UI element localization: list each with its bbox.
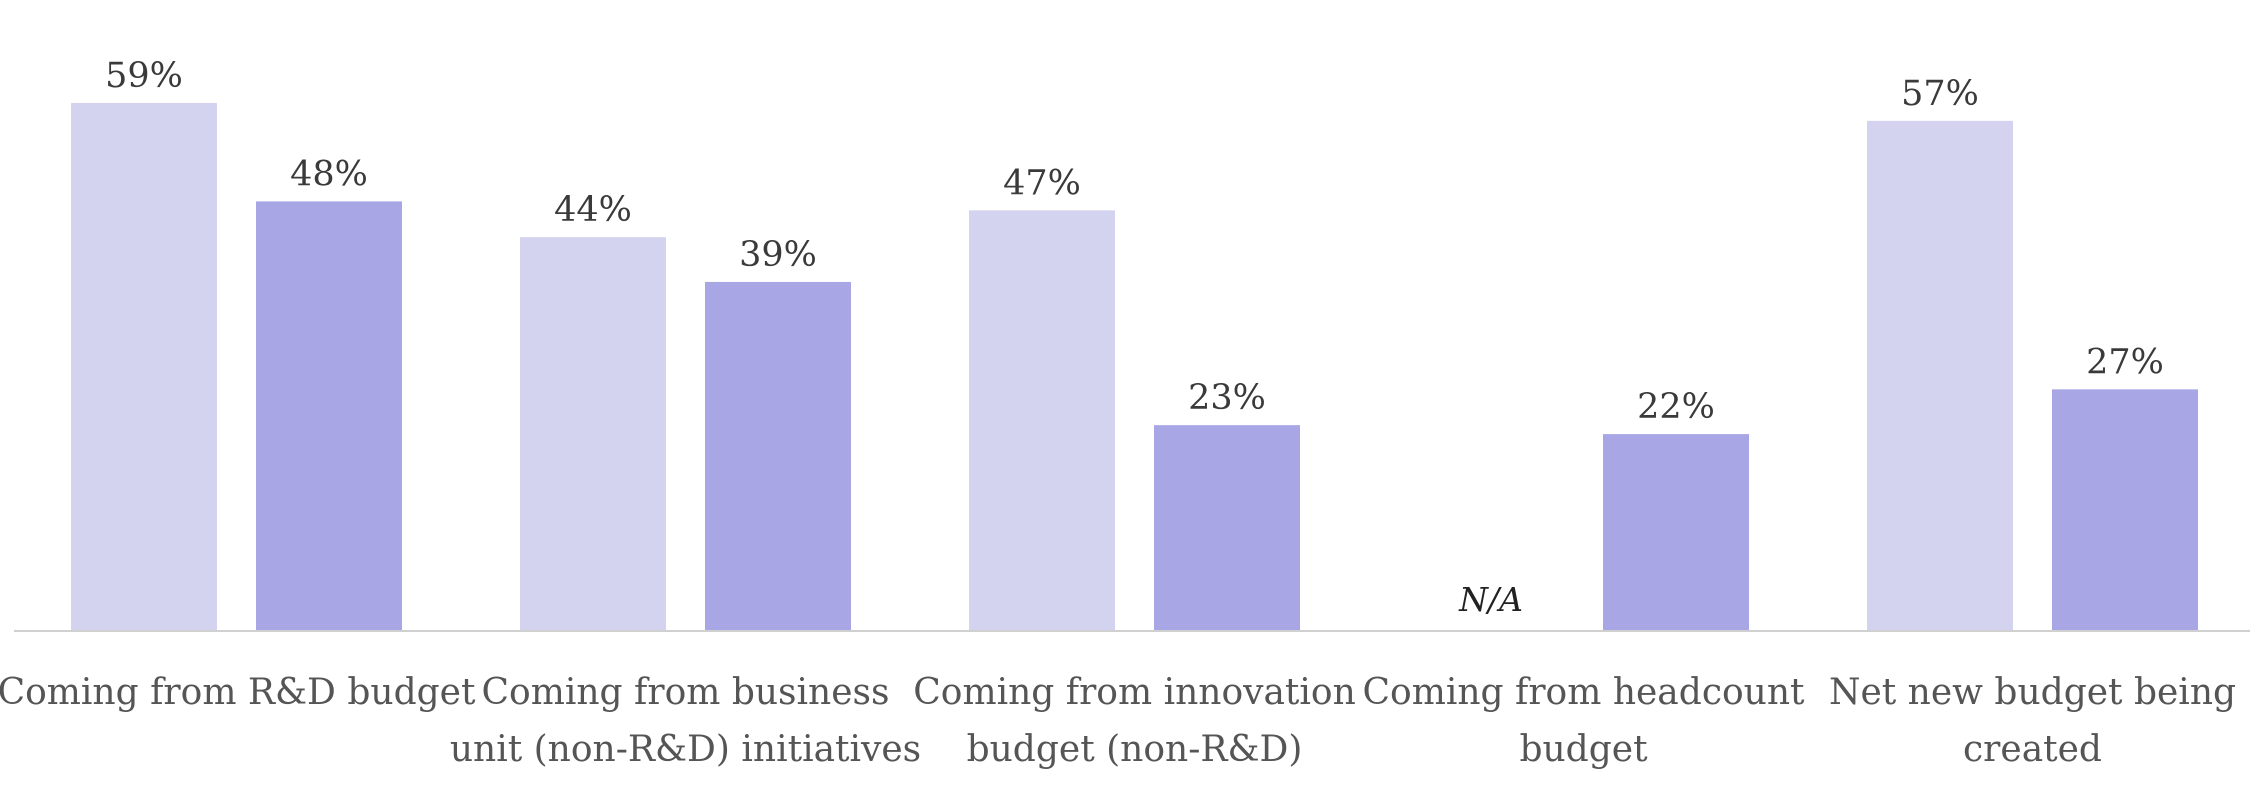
category-labels-layer: Coming from R&D budget Coming from busine…	[0, 672, 2236, 770]
category-label-5: Net new budget being created	[1829, 672, 2236, 770]
bar-series1-cat2	[520, 237, 666, 631]
category-label-4-line-2: budget	[1519, 729, 1648, 770]
value-label-series2-cat3: 23%	[1188, 378, 1266, 418]
bars-layer	[71, 102, 2198, 631]
category-label-4-line-1: Coming from headcount	[1362, 672, 1805, 713]
value-labels-layer: 59% 48% 44% 39% 47% 23% N/A 22% 57% 27%	[105, 56, 2164, 619]
bar-series1-cat5	[1867, 120, 2013, 631]
value-label-series2-cat5: 27%	[2086, 342, 2164, 382]
category-label-5-line-2: created	[1963, 729, 2102, 770]
category-label-4: Coming from headcount budget	[1362, 672, 1805, 770]
bar-series2-cat2	[705, 281, 851, 631]
value-label-series2-cat4: 22%	[1637, 387, 1715, 427]
category-label-2-line-2: unit (non-R&D) initiatives	[450, 729, 921, 770]
bar-series2-cat4	[1603, 434, 1749, 631]
bar-series2-cat5	[2052, 389, 2198, 631]
category-label-2: Coming from business unit (non-R&D) initi…	[450, 672, 921, 770]
category-label-3-line-1: Coming from innovation	[913, 672, 1356, 713]
value-label-series1-cat1: 59%	[105, 56, 183, 96]
category-label-3-line-2: budget (non-R&D)	[967, 729, 1303, 770]
category-label-1: Coming from R&D budget	[0, 672, 476, 713]
bar-series2-cat3	[1154, 425, 1300, 631]
value-label-series2-cat1: 48%	[290, 154, 368, 194]
category-label-1-line-1: Coming from R&D budget	[0, 672, 476, 713]
bar-series1-cat3	[969, 210, 1115, 631]
value-label-series1-cat3: 47%	[1003, 163, 1081, 203]
bar-series2-cat1	[256, 201, 402, 631]
bar-series1-cat1	[71, 102, 217, 631]
category-label-5-line-1: Net new budget being	[1829, 672, 2236, 713]
na-label-series1-cat4: N/A	[1458, 580, 1523, 619]
value-label-series1-cat2: 44%	[554, 190, 632, 230]
value-label-series1-cat5: 57%	[1901, 74, 1979, 114]
category-label-3: Coming from innovation budget (non-R&D)	[913, 672, 1356, 770]
value-label-series2-cat2: 39%	[739, 235, 817, 275]
category-label-2-line-1: Coming from business	[482, 672, 890, 713]
